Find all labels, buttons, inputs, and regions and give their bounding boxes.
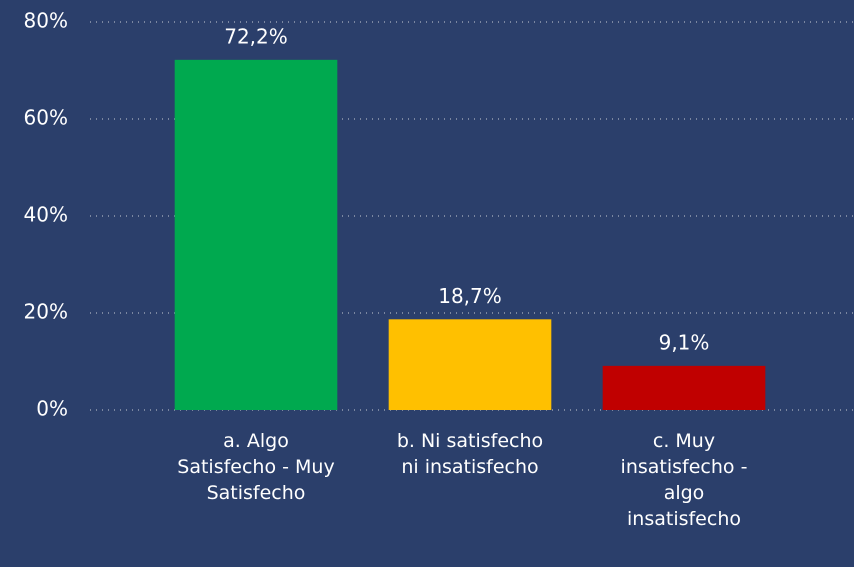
- y-tick-label: 80%: [24, 9, 68, 33]
- x-tick-label: c. Muy insatisfecho - algo insatisfecho: [620, 430, 748, 530]
- x-tick-label: b. Ni satisfecho ni insatisfecho: [396, 430, 544, 478]
- value-label: 18,7%: [438, 284, 502, 308]
- y-tick-label: 60%: [24, 106, 68, 130]
- bar: [174, 59, 338, 411]
- value-label: 9,1%: [659, 330, 710, 354]
- y-tick-label: 40%: [24, 203, 68, 227]
- bar: [602, 365, 766, 410]
- y-tick-label: 20%: [24, 300, 68, 324]
- value-label: 72,2%: [224, 24, 288, 48]
- y-tick-label: 0%: [36, 397, 68, 421]
- bar: [388, 319, 552, 410]
- x-tick-label: a. Algo Satisfecho - Muy Satisfecho: [177, 430, 335, 504]
